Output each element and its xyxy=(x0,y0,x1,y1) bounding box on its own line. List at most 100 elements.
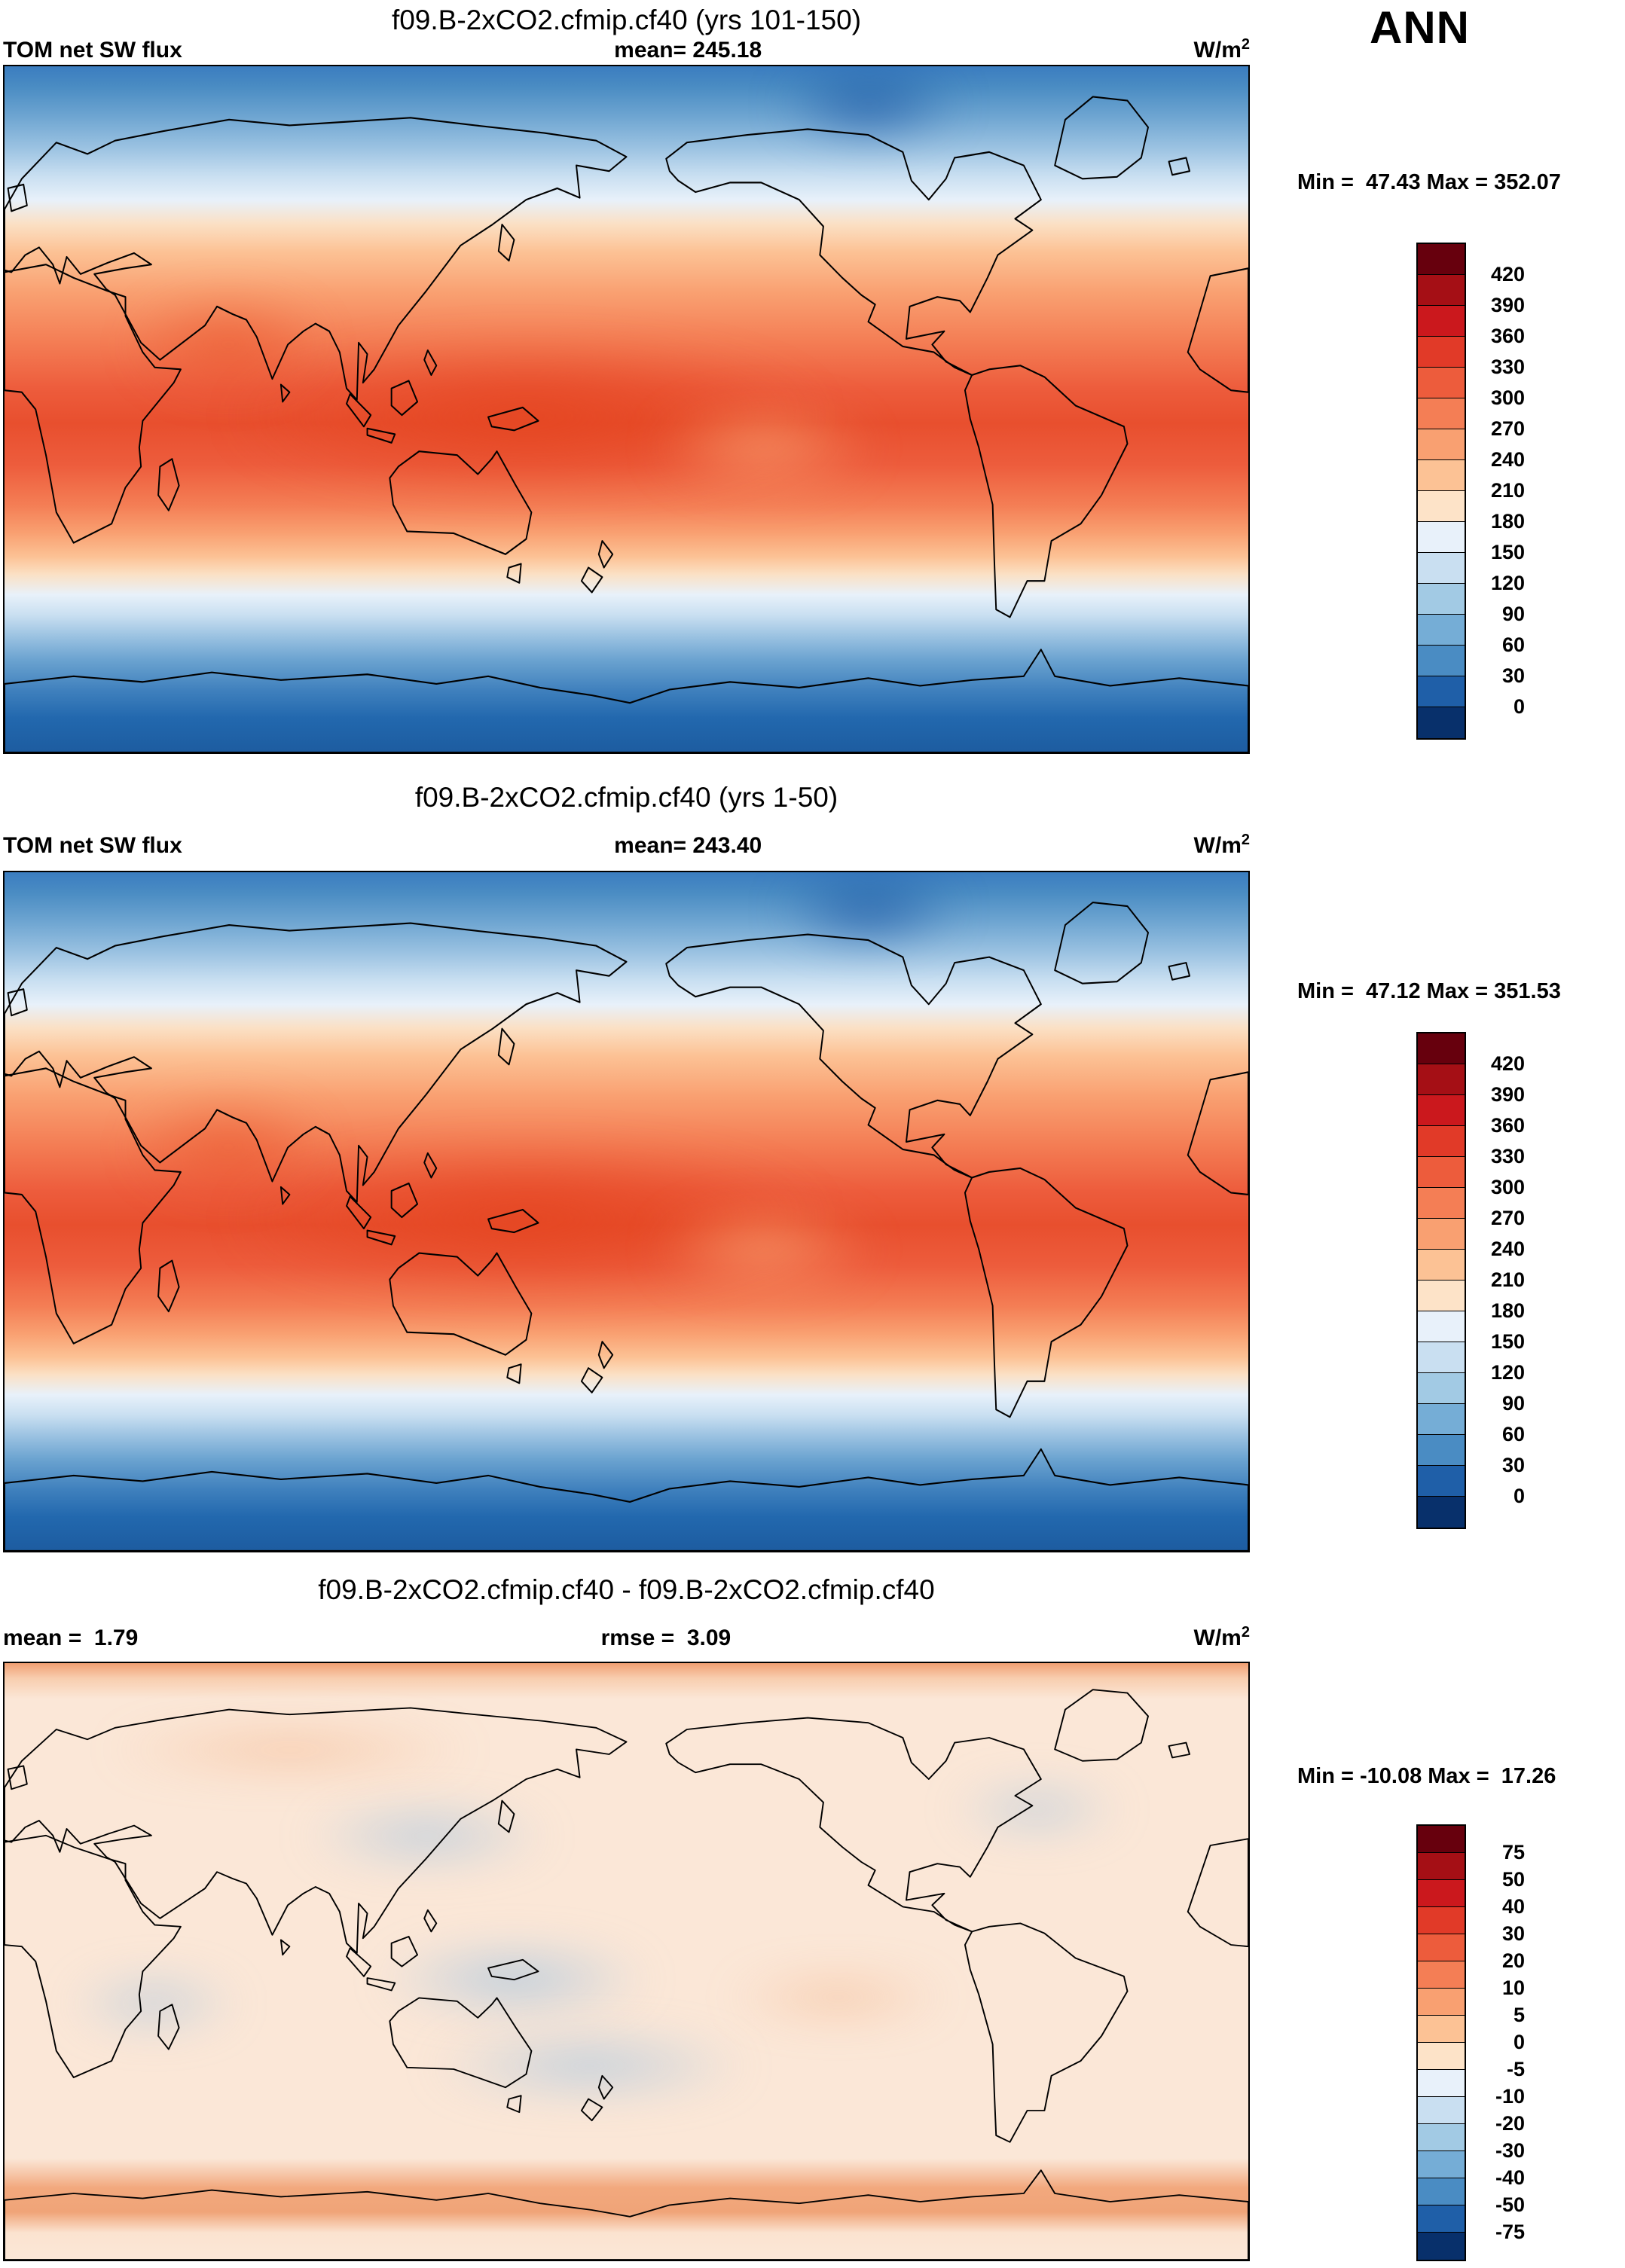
colorbar-tick-label: 75 xyxy=(1501,1840,1525,1864)
colorbar-tick-label: 150 xyxy=(1490,1329,1525,1353)
colorbar-segment xyxy=(1418,429,1465,460)
colorbar-segment xyxy=(1418,1188,1465,1219)
colorbar-tick-label: 30 xyxy=(1501,664,1525,687)
units-label: W/m2 xyxy=(1193,832,1250,858)
colorbar-tick-label: 240 xyxy=(1490,447,1525,471)
colorbar-segment xyxy=(1418,1404,1465,1435)
colorbar-segment xyxy=(1418,676,1465,707)
colorbar-segment xyxy=(1418,2097,1465,2124)
colorbar-tick-label: 330 xyxy=(1490,355,1525,378)
colorbar-tick-label: 90 xyxy=(1501,602,1525,625)
map-net-sw-flux-yrs1-50 xyxy=(3,871,1250,1552)
panel-3-legend-area: Min = -10.08 Max = 17.26 75 50 40 30 20 10 5 0-… xyxy=(1281,1552,1623,2268)
colorbar xyxy=(1416,1824,1466,2261)
colorbar-tick-label: 60 xyxy=(1501,633,1525,656)
colorbar-segment xyxy=(1418,522,1465,553)
panel-title: f09.B-2xCO2.cfmip.cf40 (yrs 1-50) xyxy=(414,782,838,813)
colorbar-tick-label: 30 xyxy=(1501,1922,1525,1945)
units-label: W/m2 xyxy=(1193,36,1250,63)
colorbar-tick-label: 0 xyxy=(1513,694,1525,718)
colorbar-segment xyxy=(1418,2016,1465,2043)
colorbar-tick-label: 20 xyxy=(1501,1949,1525,1972)
coastline-overlay xyxy=(5,901,1248,1551)
colorbar-segment xyxy=(1418,1281,1465,1311)
colorbar-segment xyxy=(1418,1250,1465,1281)
minmax-stat: Min = 47.43 Max = 352.07 xyxy=(1297,170,1561,194)
colorbar-tick-label: -10 xyxy=(1495,2084,1525,2108)
colorbar-segment xyxy=(1418,646,1465,676)
colorbar-tick-label: 300 xyxy=(1490,386,1525,409)
colorbar-tick-label: 360 xyxy=(1490,1113,1525,1137)
colorbar-segment xyxy=(1418,1853,1465,1880)
colorbar-tick-label: 50 xyxy=(1501,1867,1525,1891)
minmax-stat: Min = 47.12 Max = 351.53 xyxy=(1297,979,1561,1003)
colorbar-segment xyxy=(1418,2124,1465,2151)
colorbar-segment xyxy=(1418,707,1465,738)
colorbar-segment xyxy=(1418,553,1465,584)
panel-header: TOM net SW flux mean= 243.40 W/m2 xyxy=(3,832,1250,859)
colorbar-segment xyxy=(1418,1961,1465,1989)
colorbar-segment xyxy=(1418,2043,1465,2070)
field-label: TOM net SW flux xyxy=(3,833,182,858)
colorbar-segment xyxy=(1418,491,1465,522)
units-label: W/m2 xyxy=(1193,1624,1250,1650)
colorbar-tick-label: 300 xyxy=(1490,1175,1525,1198)
colorbar-tick-label: 120 xyxy=(1490,571,1525,594)
panel-title: f09.B-2xCO2.cfmip.cf40 - f09.B-2xCO2.cfm… xyxy=(318,1574,935,1605)
colorbar-tick-label: 120 xyxy=(1490,1360,1525,1384)
colorbar-segment xyxy=(1418,1989,1465,2016)
colorbar-segment xyxy=(1418,1497,1465,1528)
field-label: TOM net SW flux xyxy=(3,38,182,63)
colorbar-tick-label: -50 xyxy=(1495,2193,1525,2216)
colorbar-segment xyxy=(1418,1826,1465,1853)
colorbar-wrap: 420 390 360 330 300 270 240 210 180 150 120 90 60 30 0 xyxy=(1416,1032,1597,1529)
colorbar-segment xyxy=(1418,2178,1465,2205)
map-net-sw-flux-yrs101-150 xyxy=(3,65,1250,754)
colorbar-wrap: 75 50 40 30 20 10 5 0 -5 -10 -20 -30 -40 -50 -75 xyxy=(1416,1824,1597,2261)
colorbar-segment xyxy=(1418,2205,1465,2233)
colorbar-tick-label: 30 xyxy=(1501,1453,1525,1476)
colorbar-tick-label: 40 xyxy=(1501,1894,1525,1918)
colorbar xyxy=(1416,243,1466,740)
colorbar-tick-label: 180 xyxy=(1490,509,1525,533)
colorbar-tick-label: -30 xyxy=(1495,2138,1525,2162)
colorbar-segment xyxy=(1418,584,1465,615)
colorbar-segment xyxy=(1418,1311,1465,1342)
colorbar-tick-label: -20 xyxy=(1495,2111,1525,2135)
colorbar-tick-label: 90 xyxy=(1501,1391,1525,1415)
colorbar-segment xyxy=(1418,1157,1465,1188)
colorbar-wrap: 420 390 360 330 300 270 240 210 180 150 120 90 60 30 0 xyxy=(1416,243,1597,740)
panel-header: mean = 1.79 rmse = 3.09 W/m2 xyxy=(3,1624,1250,1651)
colorbar-tick-label: 420 xyxy=(1490,262,1525,285)
colorbar-segment xyxy=(1418,368,1465,398)
rmse-stat: rmse = 3.09 xyxy=(600,1625,732,1650)
panel-case-yrs101-150: f09.B-2xCO2.cfmip.cf40 (yrs 101-150) TOM… xyxy=(0,0,1625,776)
colorbar-tick-label: 210 xyxy=(1490,478,1525,502)
colorbar-tick-label: -40 xyxy=(1495,2166,1525,2189)
mean-stat: mean = 1.79 xyxy=(3,1625,139,1650)
colorbar xyxy=(1416,1032,1466,1529)
colorbar-segment xyxy=(1418,398,1465,429)
colorbar-segment xyxy=(1418,275,1465,306)
panel-2-legend-area: Min = 47.12 Max = 351.53 420 390 360 330 300… xyxy=(1281,761,1623,1552)
colorbar-tick-label: 5 xyxy=(1513,2003,1525,2026)
colorbar-tick-label: 420 xyxy=(1490,1052,1525,1075)
map-net-sw-flux-difference xyxy=(3,1662,1250,2261)
colorbar-tick-label: 210 xyxy=(1490,1268,1525,1291)
colorbar-tick-label: 390 xyxy=(1490,293,1525,316)
colorbar-segment xyxy=(1418,615,1465,646)
minmax-stat: Min = -10.08 Max = 17.26 xyxy=(1297,1764,1556,1788)
mean-stat: mean= 243.40 xyxy=(614,833,762,858)
colorbar-segment xyxy=(1418,1126,1465,1157)
colorbar-segment xyxy=(1418,1064,1465,1095)
colorbar-tick-label: 240 xyxy=(1490,1237,1525,1260)
colorbar-tick-label: -5 xyxy=(1506,2057,1525,2080)
colorbar-segment xyxy=(1418,1033,1465,1064)
mean-stat: mean= 245.18 xyxy=(614,38,762,63)
colorbar-segment xyxy=(1418,460,1465,491)
panel-header: TOM net SW flux mean= 245.18 W/m2 xyxy=(3,36,1250,63)
panel-case-yrs1-50: f09.B-2xCO2.cfmip.cf40 (yrs 1-50) TOM ne… xyxy=(0,761,1625,1552)
colorbar-tick-label: 390 xyxy=(1490,1082,1525,1106)
colorbar-tick-label: 10 xyxy=(1501,1976,1525,1999)
